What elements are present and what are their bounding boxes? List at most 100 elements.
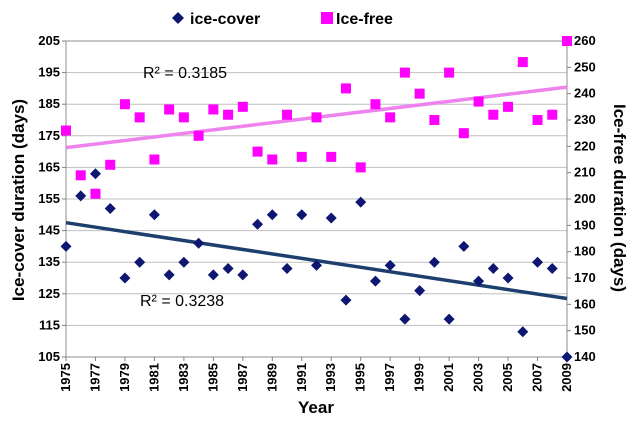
- ice-free-point: [414, 88, 425, 99]
- ice-cover-point: [369, 275, 381, 287]
- ice-free-point: [532, 115, 543, 125]
- ice-cover-point: [325, 212, 337, 224]
- ice-cover-point: [487, 263, 499, 275]
- ice-cover-point: [340, 294, 352, 306]
- ice-cover-point: [207, 269, 219, 281]
- ice-free-point: [562, 36, 572, 46]
- ice-cover-point: [163, 269, 175, 281]
- ice-free-point: [237, 101, 248, 112]
- y-left-tick-label: 145: [38, 223, 60, 238]
- y-right-tick-label: 190: [574, 217, 596, 232]
- y-right-tick-label: 260: [574, 33, 596, 48]
- y-right-tick-label: 240: [574, 86, 596, 101]
- y-right-tick-label: 250: [574, 59, 596, 74]
- ice-cover-point: [89, 168, 101, 180]
- ice-free-point: [208, 104, 219, 115]
- ice-free-point: [370, 99, 381, 110]
- ice-free-point: [193, 130, 204, 141]
- ice-free-point: [90, 188, 101, 199]
- ice-cover-point: [193, 237, 205, 249]
- y-right-tick-label: 170: [574, 270, 596, 285]
- y-axis-title-right: Ice-free duration (days): [610, 104, 629, 292]
- x-tick-label: 1991: [294, 363, 309, 392]
- ice-cover-point: [414, 285, 426, 297]
- y-left-tick-label: 175: [38, 128, 60, 143]
- ice-cover-point: [75, 190, 87, 202]
- ice-free-point: [223, 109, 234, 120]
- x-tick-label: 2009: [559, 363, 574, 392]
- legend-ice-free-square: [321, 12, 333, 24]
- ice-cover-point: [428, 256, 440, 268]
- ice-cover-point: [561, 351, 573, 363]
- ice-cover-point: [458, 240, 470, 252]
- x-tick-label: 1987: [235, 363, 250, 392]
- x-tick-label: 1975: [58, 363, 73, 392]
- ice-cover-point: [502, 272, 514, 284]
- x-tick-label: 1993: [323, 363, 338, 392]
- ice-free-point: [429, 115, 440, 125]
- data-points: [60, 36, 573, 363]
- x-tick-label: 2001: [441, 363, 456, 392]
- ice-cover-point: [148, 209, 160, 221]
- ice-cover-point: [399, 313, 411, 325]
- ice-cover-point: [281, 263, 293, 275]
- legend-ice-free-label: Ice-free: [336, 11, 393, 28]
- ice-cover-point: [296, 209, 308, 221]
- tick-labels: 105 115 125 135 145 155 165 175 185 195 205 140 150 1…: [38, 33, 595, 392]
- x-tick-label: 1999: [412, 363, 427, 392]
- ice-free-point: [61, 125, 71, 136]
- ice-cover-point: [222, 263, 234, 275]
- y-right-tick-label: 200: [574, 191, 596, 206]
- legend-ice-cover-diamond: [172, 12, 184, 24]
- ice-cover-point: [237, 269, 249, 281]
- ice-cover-point: [178, 256, 190, 268]
- ice-cover-point: [355, 196, 367, 208]
- y-right-tick-label: 160: [574, 296, 596, 311]
- y-right-tick-label: 150: [574, 323, 596, 338]
- y-right-tick-label: 180: [574, 244, 596, 259]
- y-left-tick-label: 195: [38, 65, 60, 80]
- ice-free-point: [326, 151, 337, 162]
- ice-cover-point: [311, 259, 322, 271]
- ice-free-point: [311, 112, 322, 123]
- y-left-tick-label: 205: [38, 33, 60, 48]
- ice-free-point: [282, 109, 293, 120]
- ice-free-point: [178, 112, 189, 123]
- ice-free-point: [503, 101, 514, 112]
- ice-free-point: [399, 67, 410, 78]
- ice-cover-point: [134, 256, 146, 268]
- ice-free-point: [473, 96, 484, 107]
- y-right-tick-label: 210: [574, 165, 596, 180]
- y-right-tick-label: 230: [574, 112, 596, 127]
- ice-free-point: [134, 112, 145, 123]
- r2-label-ice-free: R² = 0.3185: [143, 65, 227, 82]
- ice-free-point: [340, 83, 351, 94]
- ice-free-point: [444, 67, 455, 78]
- ice-free-point: [296, 151, 307, 162]
- ice-free-point: [547, 109, 558, 120]
- ice-cover-point: [384, 259, 396, 271]
- y-left-tick-label: 135: [38, 254, 60, 269]
- ice-cover-point: [443, 313, 455, 325]
- ice-cover-point: [60, 240, 72, 252]
- legend-ice-cover-label: ice-cover: [190, 11, 260, 28]
- x-tick-label: 1995: [353, 363, 368, 392]
- ice-cover-point: [119, 272, 131, 284]
- ice-free-point: [75, 170, 86, 181]
- x-tick-label: 2007: [530, 363, 545, 392]
- x-tick-label: 1989: [264, 363, 279, 392]
- ice-cover-point: [532, 256, 544, 268]
- y-left-tick-label: 115: [39, 317, 60, 332]
- r2-label-ice-cover: R² = 0.3238: [140, 293, 224, 310]
- x-tick-label: 1977: [87, 363, 102, 392]
- ice-free-point: [105, 159, 116, 170]
- x-tick-label: 1997: [382, 363, 397, 392]
- ice-free-point: [164, 104, 175, 115]
- x-axis-title: Year: [298, 398, 334, 417]
- ice-cover-point: [517, 326, 529, 338]
- ice-free-point: [488, 109, 499, 120]
- ice-cover-point: [266, 209, 278, 221]
- ice-cover-point: [546, 263, 558, 275]
- x-tick-label: 2005: [500, 363, 515, 392]
- ice-cover-point: [104, 202, 116, 214]
